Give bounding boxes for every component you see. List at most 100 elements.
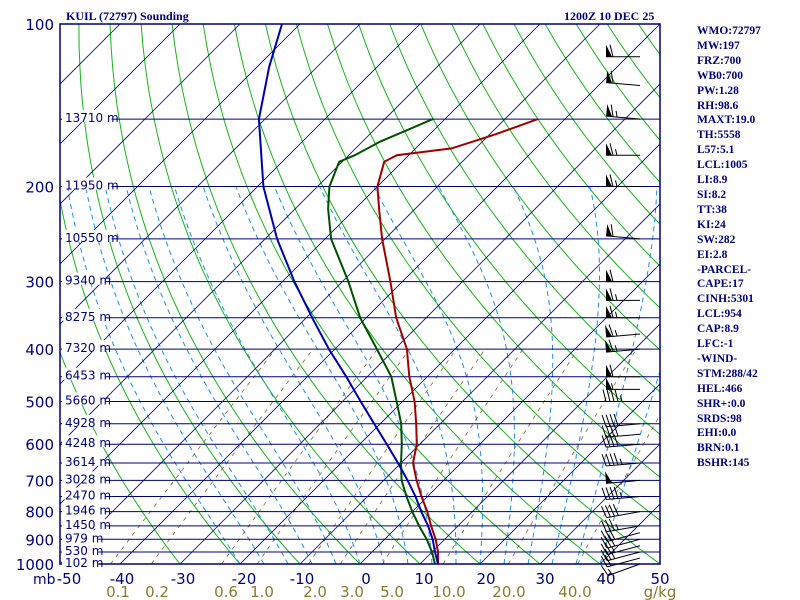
barb-full [610,70,614,84]
barb-full [609,288,614,301]
height-label: 6453 m [65,369,111,383]
barb-staff [606,115,641,120]
height-label: 7320 m [65,341,111,355]
index-item: KI:24 [697,218,726,231]
mixing-ratio-tick-label: 40.0 [558,583,591,600]
dry-adiabat [264,24,660,564]
index-item: SHR+:0.0 [697,397,746,410]
mixing-ratio-tick-label: 1.0 [250,583,274,600]
pressure-tick-label: 700 [25,472,54,490]
barb-full [609,414,615,427]
barb-full [600,537,608,549]
barb-pennant [606,377,612,390]
barb-half [620,395,623,402]
barb-half [614,329,618,337]
parcel-trace [257,24,439,564]
index-item: LI:8.9 [697,174,728,187]
barb-staff [606,462,641,467]
barb-half [615,110,618,118]
barb-half [607,568,613,575]
wind-barb [600,548,641,562]
barb-full [613,453,619,466]
barb-full [609,364,614,377]
index-item: LCL:954 [697,308,742,321]
dry-adiabat [544,24,660,184]
barb-full [605,453,611,466]
barb-pennant [605,324,613,337]
index-item: FRZ:700 [697,54,742,67]
barb-full [609,143,614,156]
barb-full [609,269,614,282]
mixing-ratio-tick-label: 0.6 [214,583,238,600]
barb-full [608,504,615,517]
mixing-ratio-tick-label: 0.2 [145,583,169,600]
wind-barb [606,44,640,58]
isotherm [359,263,660,564]
barb-full [604,505,611,518]
moist-adiabat [599,369,660,564]
index-item: L57:5.1 [697,144,735,157]
pressure-tick-label: 500 [25,393,54,411]
wind-barb [605,471,641,484]
barb-pennant [606,70,613,84]
barb-full [601,414,607,427]
temperature-axis: -50 -40 -30 -20 -10 0 10 20 30 40 50 [57,570,670,588]
height-label-bg [62,453,105,466]
barb-full [609,486,615,499]
height-label-bg [62,272,105,285]
isotherm [60,24,301,265]
barb-half [615,311,618,318]
height-label-bg [62,542,99,555]
wind-barb [606,223,641,240]
height-label: 13710 m [65,111,119,125]
height-label: 3028 m [65,472,111,486]
mixing-ratio-line [442,348,579,564]
barb-full [612,503,619,516]
barb-half [611,546,616,553]
height-label-bg [62,177,112,190]
height-label: 11950 m [65,179,119,193]
height-label-bg [62,502,105,515]
barb-staff [606,433,641,438]
moist-adiabat [575,186,658,564]
barb-half [615,149,618,156]
mixing-ratio-line [110,348,276,564]
index-item: MW:197 [697,39,740,52]
dry-adiabat [296,24,660,521]
height-label-bg [62,487,105,500]
height-label: 530 m [65,544,103,558]
temperature-tick-label: 30 [535,570,554,588]
wind-barb [601,503,641,519]
temperature-tick-label: -30 [171,570,196,588]
mixing-ratio-tick-label: 2.0 [303,583,327,600]
index-item: TH:5558 [697,129,741,142]
height-label: 10550 m [65,231,119,245]
mixing-ratio-tick-label: 10.0 [432,583,465,600]
barb-staff [607,538,641,549]
height-label-bg [62,414,105,427]
dry-adiabat [794,24,800,564]
barb-staff [606,235,641,240]
mixing-ratio-tick-label: 5.0 [380,583,404,600]
index-item: WMO:72797 [697,25,761,37]
temperature-trace [376,118,539,564]
pressure-tick-label: 300 [25,274,54,292]
height-label: 2470 m [65,489,111,503]
barb-full [609,305,614,318]
barb-pennant [606,305,612,318]
wind-barb [601,413,641,428]
barb-staff [606,82,641,87]
height-label-bg [62,435,105,448]
wind-barb [606,70,641,87]
barb-full [606,389,611,402]
barb-pennant [606,174,612,187]
isotherm [479,383,660,564]
station-title: KUIL (72797) Sounding [66,9,189,23]
mixing-ratio-tick-label: 3.0 [340,583,364,600]
barb-full [605,414,611,427]
isotherm [419,323,660,564]
barb-full [601,487,607,500]
barb-full [610,104,614,117]
barb-half [611,383,614,390]
barb-half [619,492,623,499]
